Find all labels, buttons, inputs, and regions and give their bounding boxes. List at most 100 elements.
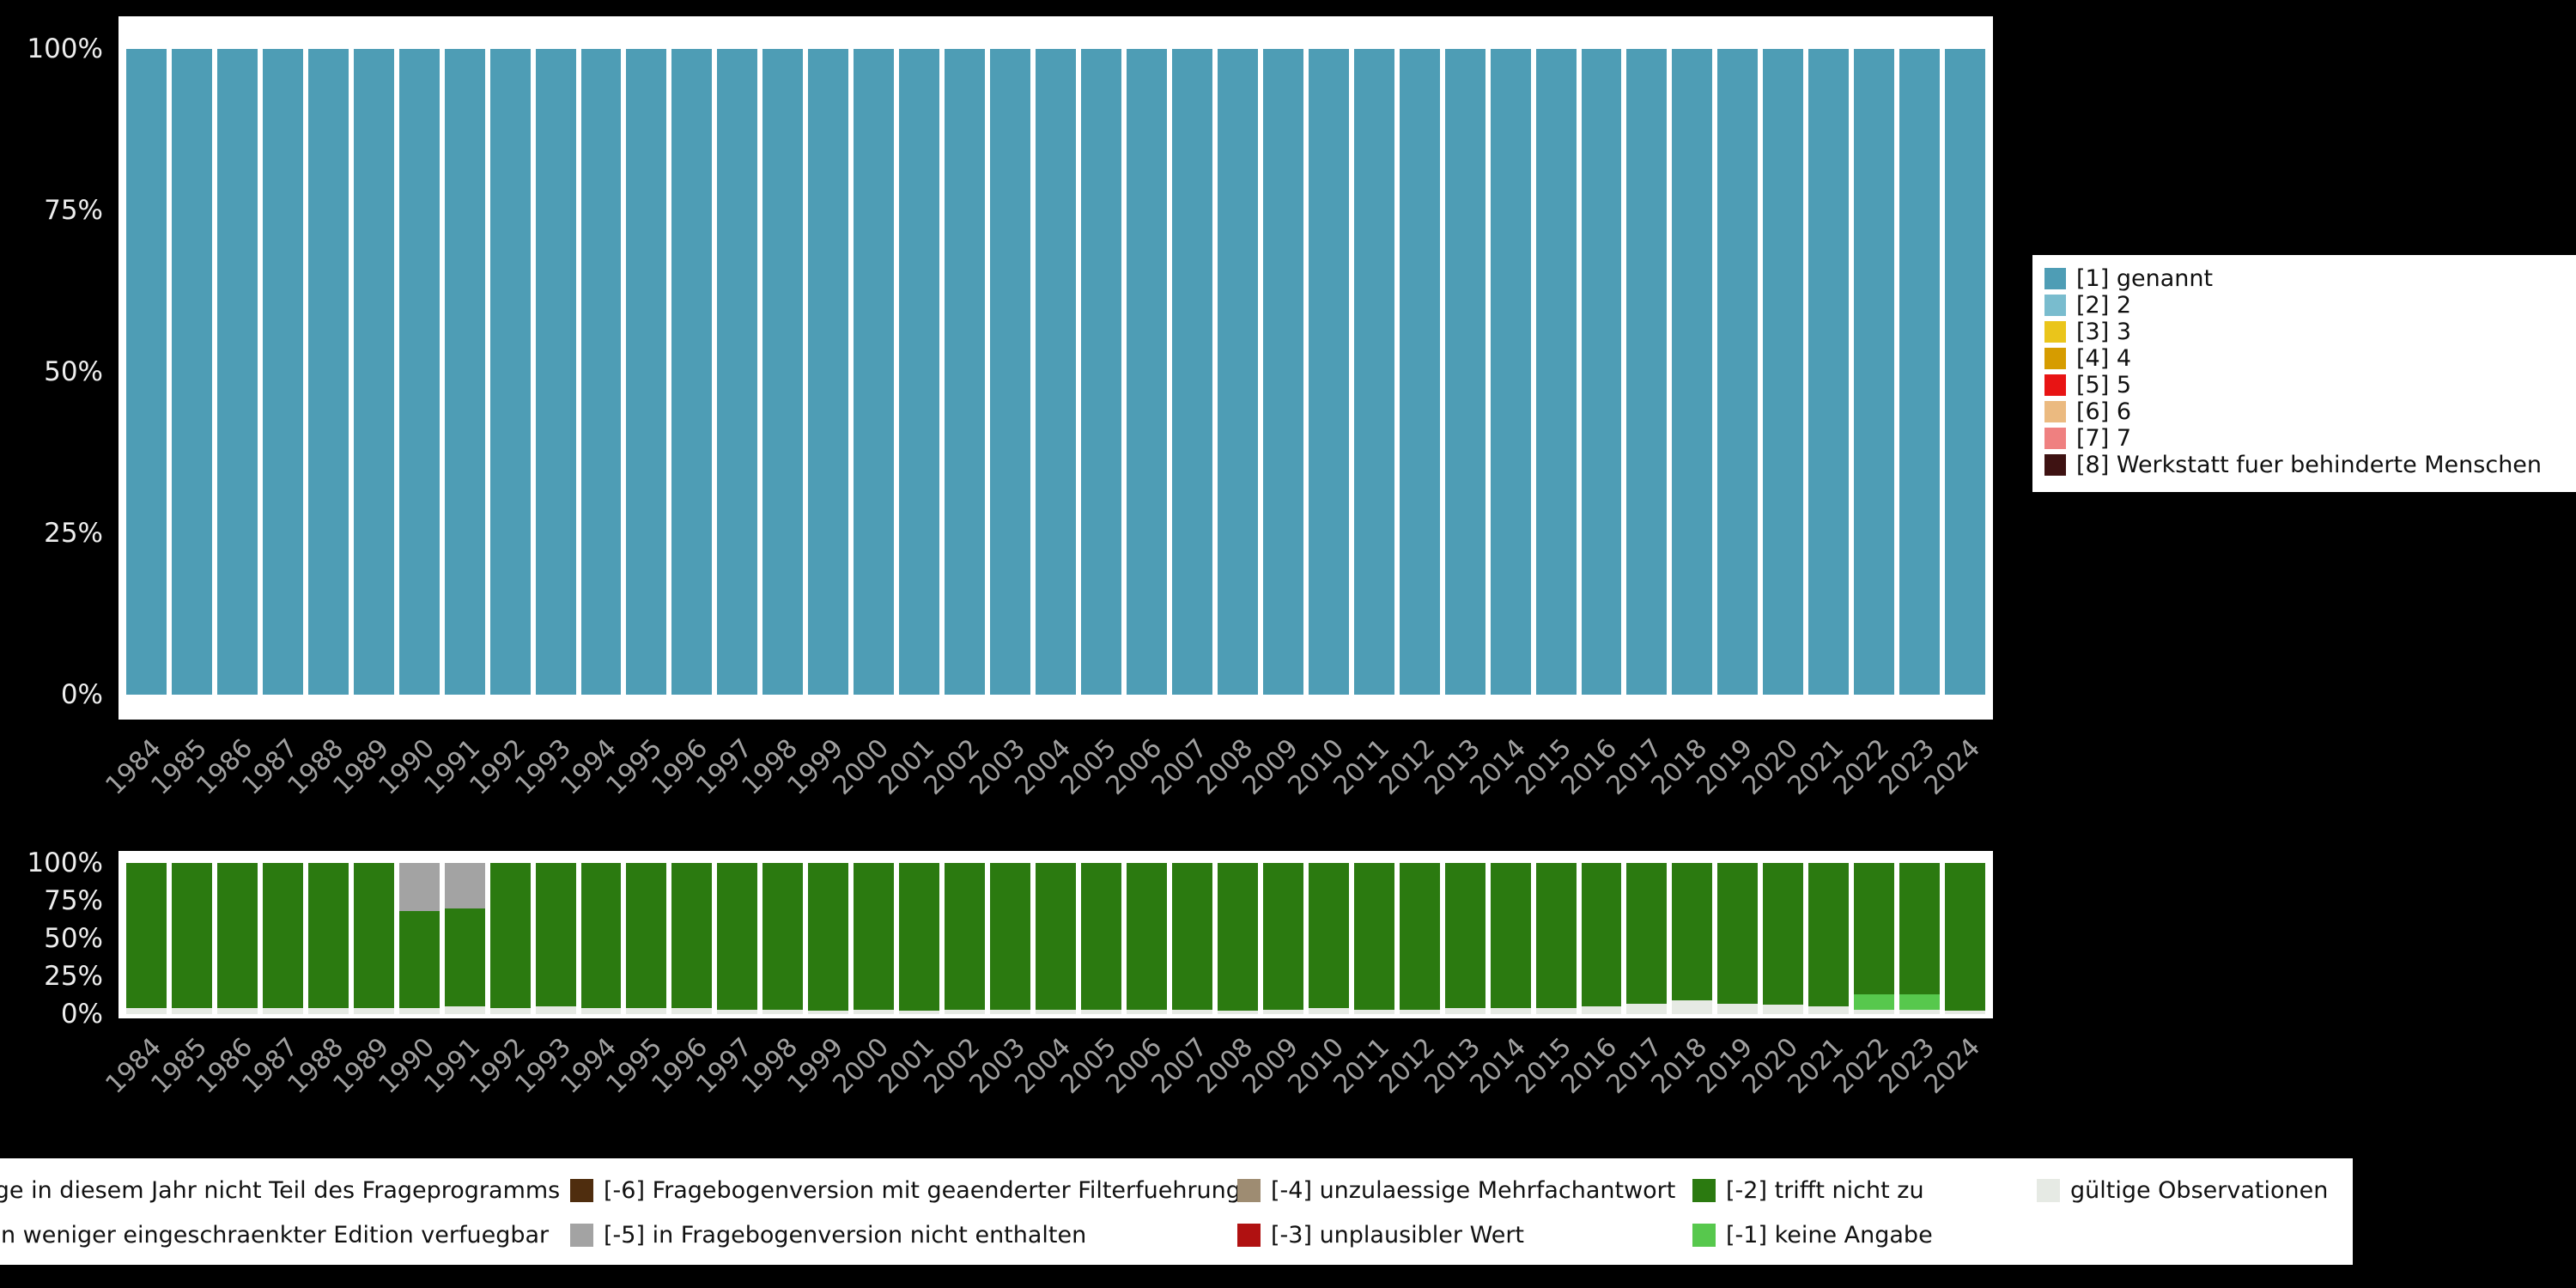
bar-1990 xyxy=(396,49,442,695)
bar-segment xyxy=(535,863,576,1007)
bar-segment xyxy=(1763,1005,1804,1014)
y-tick-label: 25% xyxy=(44,961,103,992)
legend-label: [-8] Frage in diesem Jahr nicht Teil des… xyxy=(0,1176,561,1204)
bar-1985 xyxy=(168,863,215,1014)
legend-key-swatch xyxy=(1692,1223,1716,1247)
bar-segment xyxy=(808,1011,849,1014)
bar-segment xyxy=(1353,1009,1394,1014)
bar-2002 xyxy=(942,863,988,1014)
bar-1991 xyxy=(441,863,488,1014)
top-chart-x-axis: 1984 1985 1986 1987 1988 1989 1990 1991 1992 1993… xyxy=(100,726,1988,842)
bar-segment xyxy=(1581,1006,1622,1014)
bar-segment xyxy=(1717,1003,1759,1014)
bar-segment xyxy=(762,49,804,695)
bar-segment xyxy=(535,1006,576,1014)
bar-segment xyxy=(444,863,485,908)
bar-segment xyxy=(580,1007,622,1014)
bar-segment xyxy=(671,863,713,1008)
bar-1984 xyxy=(124,49,169,695)
bar-segment xyxy=(171,1007,212,1014)
bar-segment xyxy=(1763,863,1804,1005)
bar-2020 xyxy=(1760,49,1807,695)
bar-segment xyxy=(1945,49,1986,695)
bar-2006 xyxy=(1123,49,1170,695)
bar-segment xyxy=(762,1009,804,1014)
top-chart-legend: [1] genannt [2] 2 [3] 3 [4] 4 [5] 5 [6] 6 [7] … xyxy=(2032,255,2576,492)
bar-segment xyxy=(1217,49,1258,695)
bar-segment xyxy=(1308,49,1349,695)
bar-segment xyxy=(444,908,485,1007)
legend-key-swatch xyxy=(1237,1223,1261,1247)
legend-label: [4] 4 xyxy=(2076,345,2132,372)
bar-2009 xyxy=(1260,49,1306,695)
top-chart-y-axis: 0% 25% 50% 75% 100% xyxy=(0,16,110,720)
bar-segment xyxy=(580,863,622,1008)
bar-segment xyxy=(1171,49,1212,695)
bar-segment xyxy=(1945,863,1986,1012)
bar-segment xyxy=(398,863,440,912)
bar-segment xyxy=(671,1007,713,1014)
legend-label: [1] genannt xyxy=(2076,265,2214,292)
bottom-chart-y-axis: 0% 25% 50% 75% 100% xyxy=(0,848,110,1030)
legend-label: [5] 5 xyxy=(2076,372,2132,398)
bar-2023 xyxy=(1897,863,1943,1014)
bar-segment xyxy=(717,1009,758,1014)
bar-segment xyxy=(489,1007,531,1014)
bar-2004 xyxy=(1033,863,1079,1014)
bar-2008 xyxy=(1214,863,1261,1014)
bar-segment xyxy=(1036,1009,1077,1014)
bar-1998 xyxy=(760,49,806,695)
legend-key-swatch xyxy=(570,1223,593,1247)
bar-segment xyxy=(945,1009,986,1014)
y-tick-label: 0% xyxy=(60,999,103,1030)
bar-segment xyxy=(489,49,531,695)
bar-segment xyxy=(990,1009,1031,1014)
bottom-legend: [-8] Frage in diesem Jahr nicht Teil des… xyxy=(0,1158,2353,1265)
bar-segment xyxy=(262,49,303,695)
bar-2022 xyxy=(1851,863,1898,1014)
legend-label: [6] 6 xyxy=(2076,398,2132,425)
bar-segment xyxy=(1490,1007,1531,1014)
y-tick-label: 0% xyxy=(60,679,103,710)
bar-2003 xyxy=(987,49,1034,695)
bar-segment xyxy=(990,863,1031,1010)
bar-1999 xyxy=(805,49,852,695)
bar-1995 xyxy=(623,863,670,1014)
bottom-chart-panel xyxy=(118,851,1993,1018)
bar-2014 xyxy=(1487,49,1534,695)
legend-item: [-7] nur in weniger eingeschraenkter Edi… xyxy=(0,1220,549,1249)
bar-2010 xyxy=(1305,863,1352,1014)
bar-segment xyxy=(854,1009,895,1014)
bar-2015 xyxy=(1533,49,1579,695)
bar-segment xyxy=(717,863,758,1010)
bar-segment xyxy=(1626,863,1668,1004)
bar-segment xyxy=(1854,1009,1895,1014)
legend-label: [-1] keine Angabe xyxy=(1726,1221,1933,1249)
bar-2018 xyxy=(1669,49,1716,695)
bar-segment xyxy=(1717,49,1759,695)
bar-2017 xyxy=(1624,49,1670,695)
y-tick-label: 100% xyxy=(27,33,103,64)
bar-2004 xyxy=(1033,49,1079,695)
bar-segment xyxy=(1854,994,1895,1010)
bar-1989 xyxy=(350,863,397,1014)
bar-2001 xyxy=(896,863,943,1014)
bar-segment xyxy=(307,863,349,1008)
bar-segment xyxy=(535,49,576,695)
legend-label: [7] 7 xyxy=(2076,425,2132,452)
bar-1996 xyxy=(669,863,715,1014)
bar-segment xyxy=(1626,1003,1668,1014)
bar-segment xyxy=(398,1007,440,1014)
bar-segment xyxy=(1945,1011,1986,1014)
bar-2019 xyxy=(1715,863,1761,1014)
legend-key-swatch xyxy=(2044,348,2066,369)
bar-segment xyxy=(1808,863,1850,1007)
bar-2000 xyxy=(851,863,897,1014)
bar-1985 xyxy=(168,49,215,695)
bar-segment xyxy=(1353,863,1394,1010)
bar-segment xyxy=(1535,1007,1577,1014)
bar-segment xyxy=(1081,863,1121,1010)
legend-item: [8] Werkstatt fuer behinderte Menschen xyxy=(2044,452,2576,478)
legend-item: [3] 3 xyxy=(2044,319,2576,345)
bar-segment xyxy=(1444,863,1485,1008)
